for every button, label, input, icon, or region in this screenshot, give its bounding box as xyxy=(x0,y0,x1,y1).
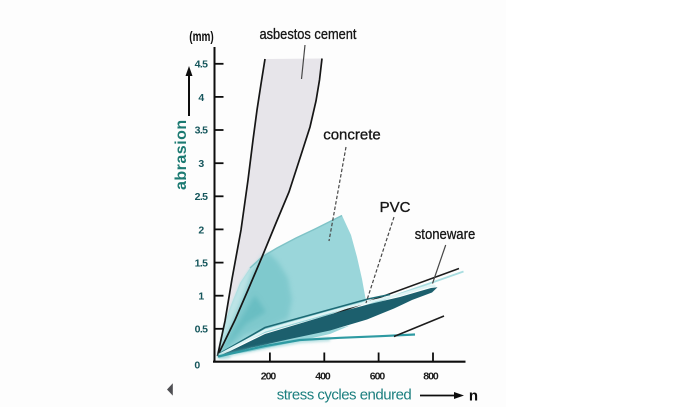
svg-text:(mm): (mm) xyxy=(189,29,214,44)
svg-text:abrasion: abrasion xyxy=(173,119,190,190)
svg-text:4.5: 4.5 xyxy=(195,59,209,71)
svg-text:2: 2 xyxy=(198,224,204,236)
svg-text:asbestos cement: asbestos cement xyxy=(260,26,358,43)
svg-text:200: 200 xyxy=(261,371,277,383)
svg-text:3.5: 3.5 xyxy=(195,125,209,137)
svg-text:800: 800 xyxy=(423,371,439,383)
svg-text:400: 400 xyxy=(315,371,331,383)
svg-text:concrete: concrete xyxy=(323,127,381,144)
svg-text:1: 1 xyxy=(198,291,204,303)
svg-text:2.5: 2.5 xyxy=(195,191,209,203)
svg-text:n: n xyxy=(469,388,478,405)
svg-text:0.5: 0.5 xyxy=(195,324,209,336)
svg-text:1.5: 1.5 xyxy=(195,257,209,269)
svg-text:4: 4 xyxy=(198,92,204,104)
svg-text:PVC: PVC xyxy=(380,199,411,216)
svg-text:0: 0 xyxy=(194,360,200,372)
svg-text:600: 600 xyxy=(370,371,386,383)
svg-text:stoneware: stoneware xyxy=(415,226,476,243)
svg-text:stress cycles endured: stress cycles endured xyxy=(277,387,412,404)
svg-text:3: 3 xyxy=(198,158,204,170)
